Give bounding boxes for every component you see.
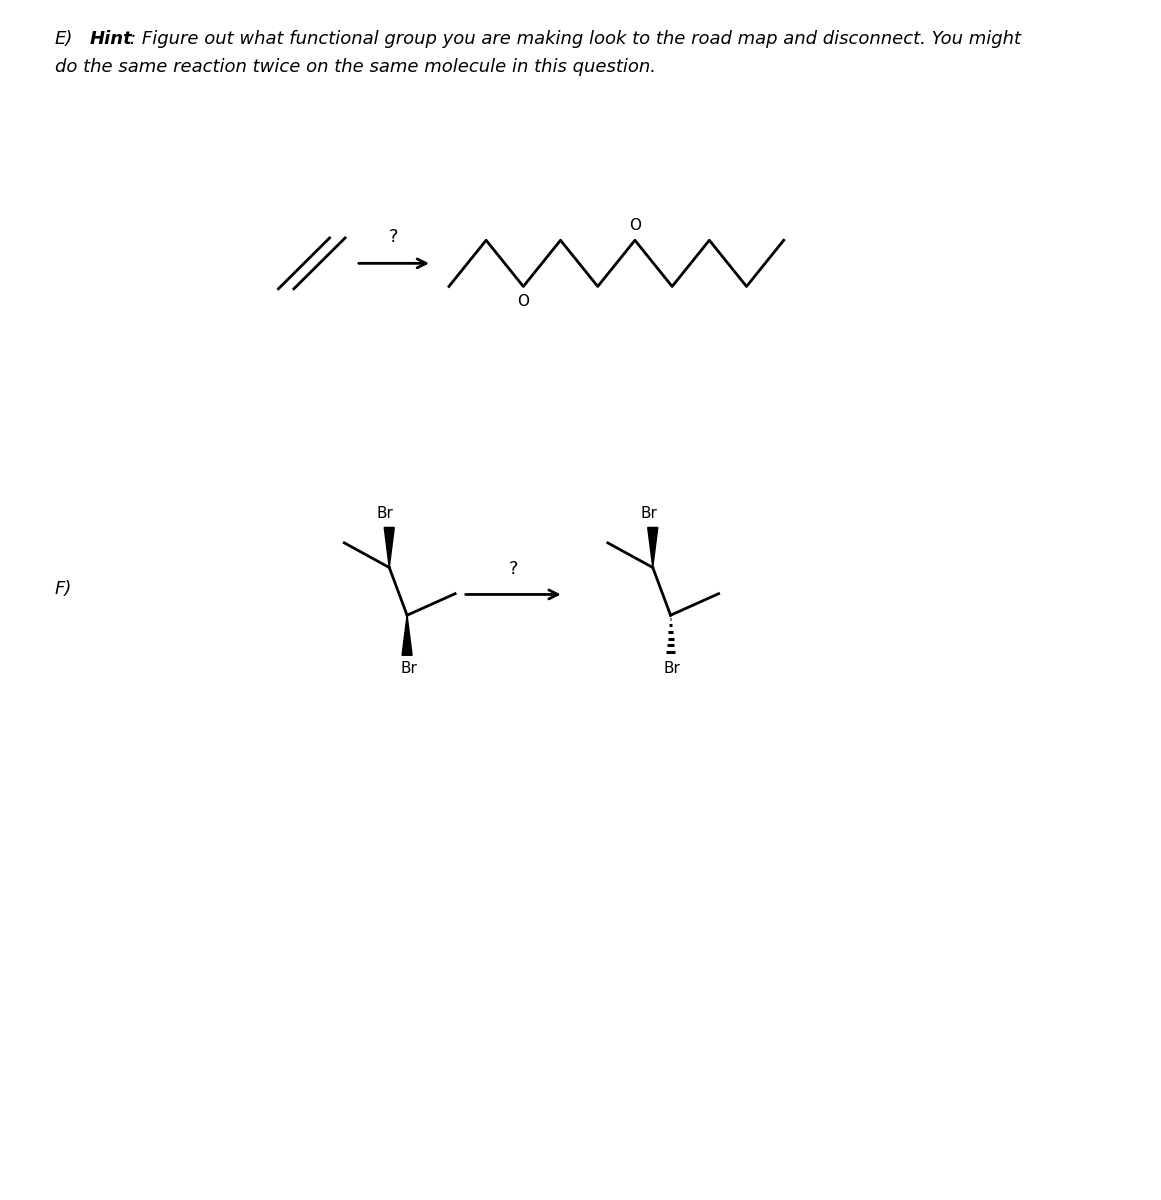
Text: O: O [629,217,641,233]
Text: E): E) [55,30,73,48]
Polygon shape [402,616,412,655]
Text: Br: Br [641,506,657,521]
Text: ?: ? [389,228,398,246]
Polygon shape [648,528,658,568]
Text: Br: Br [377,506,394,521]
Polygon shape [384,528,395,568]
Text: F): F) [55,580,72,598]
Text: O: O [518,294,529,310]
Text: Hint: Hint [91,30,132,48]
Text: Br: Br [401,661,417,677]
Text: : Figure out what functional group you are making look to the road map and disco: : Figure out what functional group you a… [130,30,1021,48]
Text: do the same reaction twice on the same molecule in this question.: do the same reaction twice on the same m… [55,58,656,76]
Text: Br: Br [664,661,680,677]
Text: ?: ? [509,559,518,577]
